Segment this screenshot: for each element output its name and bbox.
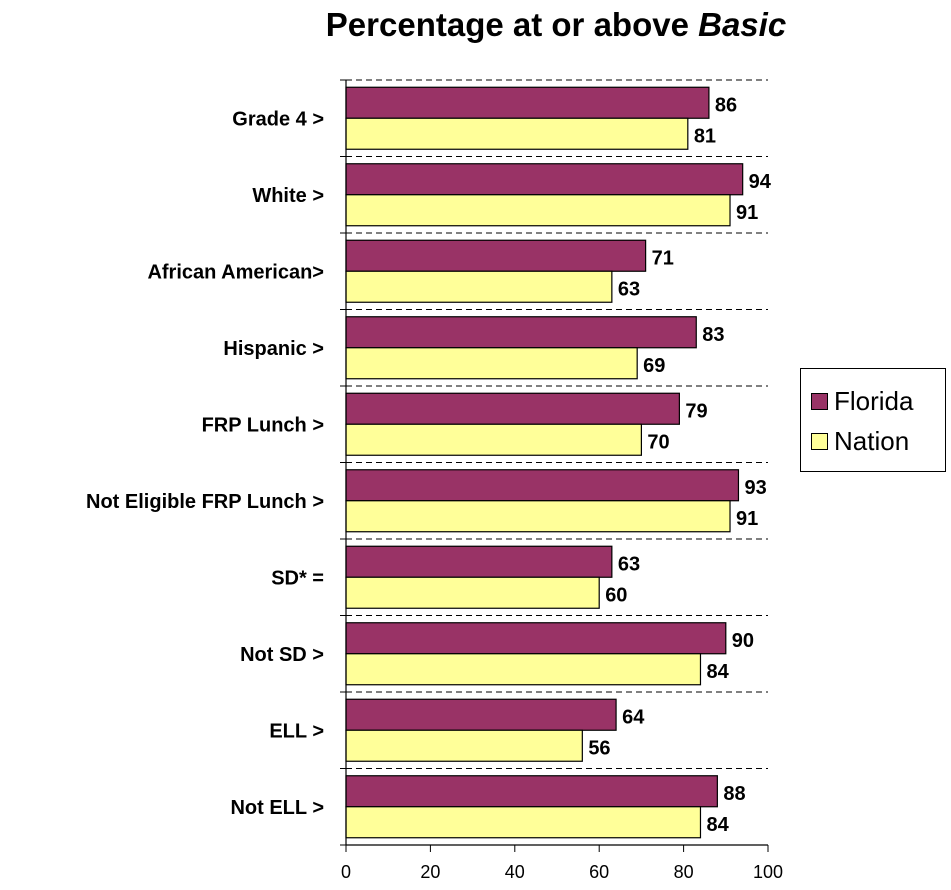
bar-florida	[345, 469, 740, 502]
data-label-florida: 83	[702, 324, 724, 346]
label-layer: Grade 4 > 86 81 White > 94 91 African American…	[86, 94, 772, 836]
data-label-florida: 88	[723, 783, 745, 805]
data-label-florida: 63	[618, 553, 640, 575]
bar-nation	[345, 117, 689, 150]
axis-layer: 0 20 40 60 80 100	[340, 79, 783, 882]
category-label: Not Eligible FRP Lunch >	[86, 491, 324, 513]
x-tick-label: 80	[674, 862, 694, 882]
data-label-nation: 56	[588, 737, 610, 759]
bar-nation	[345, 653, 702, 686]
data-label-nation: 84	[706, 661, 729, 683]
data-label-florida: 64	[622, 706, 645, 728]
data-label-nation: 91	[736, 202, 758, 224]
x-tick-label: 60	[589, 862, 609, 882]
category-label: Grade 4 >	[232, 108, 324, 130]
bar-florida	[345, 316, 697, 349]
data-label-nation: 81	[694, 125, 716, 147]
x-tick-label: 40	[505, 862, 525, 882]
data-label-nation: 60	[605, 584, 627, 606]
data-label-nation: 70	[647, 431, 669, 453]
legend-swatch-nation	[811, 432, 828, 450]
data-label-florida: 79	[685, 400, 707, 422]
data-label-florida: 94	[749, 171, 772, 193]
bar-florida	[345, 698, 617, 731]
bar-nation	[345, 194, 731, 227]
chart-title: Percentage at or above Basic	[236, 6, 876, 44]
bar-nation	[345, 806, 702, 839]
bar-nation	[345, 729, 583, 762]
data-label-nation: 63	[618, 278, 640, 300]
bar-florida	[345, 392, 680, 425]
chart-title-emphasis: Basic	[698, 6, 787, 43]
legend: Florida Nation	[800, 368, 946, 472]
bar-nation	[345, 423, 642, 456]
bar-nation	[345, 270, 613, 303]
chart-title-main: Percentage at or above	[325, 6, 699, 43]
legend-label-florida: Florida	[834, 385, 914, 416]
legend-swatch-florida	[811, 392, 828, 410]
category-label: Hispanic >	[223, 338, 324, 360]
legend-label-nation: Nation	[834, 425, 910, 456]
category-label: SD* =	[271, 567, 324, 589]
category-label: Not SD >	[240, 644, 324, 666]
data-label-nation: 91	[736, 508, 758, 530]
data-label-nation: 69	[643, 355, 665, 377]
legend-item-nation: Nation	[811, 423, 909, 459]
category-label: ELL >	[269, 720, 324, 742]
bar-nation	[345, 500, 731, 533]
data-label-florida: 71	[652, 247, 674, 269]
bar-florida	[345, 163, 744, 196]
data-label-florida: 93	[744, 477, 766, 499]
x-tick-label: 0	[341, 862, 351, 882]
legend-item-florida: Florida	[811, 383, 913, 419]
bar-florida	[345, 775, 718, 808]
bar-florida	[345, 86, 710, 119]
bar-florida	[345, 622, 727, 655]
data-label-florida: 86	[715, 94, 737, 116]
category-label: FRP Lunch >	[202, 414, 324, 436]
bar-layer	[345, 86, 744, 839]
category-label: Not ELL >	[230, 797, 324, 819]
data-label-florida: 90	[732, 630, 754, 652]
data-label-nation: 84	[706, 814, 729, 836]
category-label: African American>	[147, 261, 324, 283]
category-label: White >	[252, 185, 324, 207]
x-tick-label: 20	[420, 862, 440, 882]
bar-nation	[345, 576, 600, 609]
bar-florida	[345, 239, 647, 272]
bar-nation	[345, 347, 638, 380]
x-tick-label: 100	[753, 862, 783, 882]
bar-florida	[345, 545, 613, 578]
